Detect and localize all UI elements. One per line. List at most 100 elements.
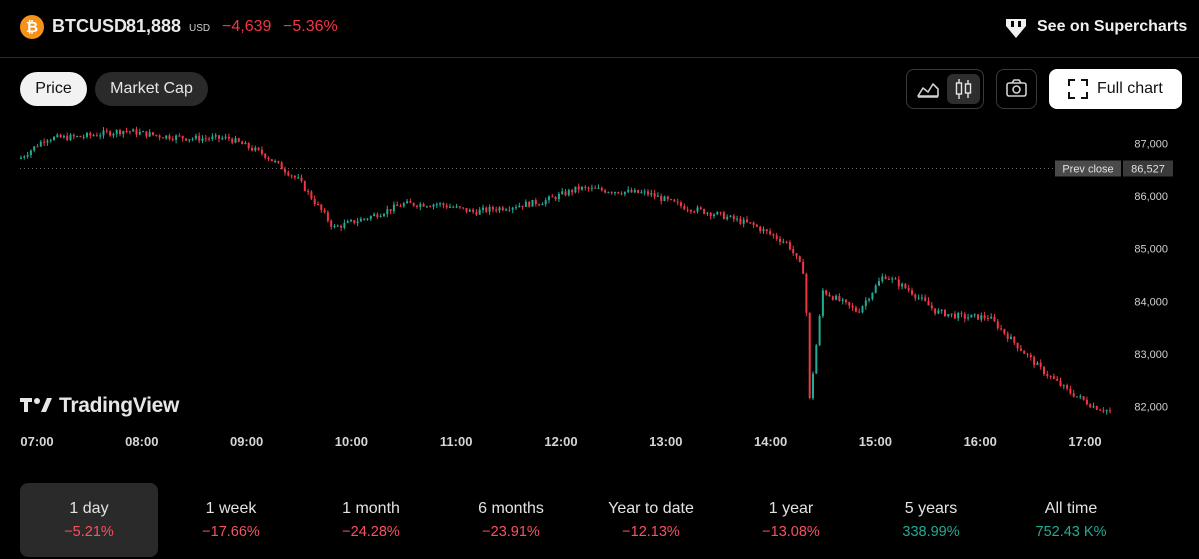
tab-market-cap[interactable]: Market Cap	[95, 72, 208, 106]
candle-body	[475, 211, 478, 215]
candle-body	[874, 285, 877, 293]
candle-body	[234, 138, 237, 143]
candle-body	[482, 207, 484, 210]
candle-body	[993, 316, 996, 322]
candle-body	[663, 196, 666, 201]
candle-body	[152, 132, 154, 135]
candle-body	[934, 308, 937, 314]
candle-body	[231, 138, 234, 143]
candle-body	[204, 138, 207, 140]
candle-body	[402, 203, 405, 207]
candle-body	[924, 297, 927, 301]
candle-body	[244, 142, 247, 145]
candle-body	[495, 209, 498, 211]
candle-body	[775, 235, 778, 239]
candle-body	[1066, 385, 1069, 389]
candle-body	[785, 241, 788, 243]
candle-body	[538, 204, 541, 206]
candle-body	[439, 203, 442, 205]
candle-body	[709, 212, 712, 217]
candle-body	[1069, 388, 1072, 394]
period-6-months[interactable]: 6 months −23.91%	[442, 483, 580, 557]
y-tick-label: 84,000	[1134, 296, 1168, 308]
area-style-button[interactable]	[911, 74, 945, 104]
candle-body	[171, 139, 174, 141]
candle-body	[188, 139, 191, 141]
period-year-to-date[interactable]: Year to date −12.13%	[582, 483, 720, 557]
candle-body	[564, 191, 567, 196]
candle-body	[851, 305, 854, 308]
candle-body	[333, 225, 336, 227]
candle-body	[218, 135, 220, 139]
candle-body	[798, 256, 801, 262]
candle-body	[590, 187, 593, 189]
period-1-day[interactable]: 1 day −5.21%	[20, 483, 158, 557]
candle-body	[491, 206, 494, 210]
candle-body	[191, 138, 194, 140]
tab-price[interactable]: Price	[20, 72, 87, 106]
x-tick-label: 10:00	[335, 434, 368, 449]
candle-body	[43, 141, 46, 143]
candle-body	[1102, 410, 1105, 412]
period-1-week[interactable]: 1 week −17.66%	[162, 483, 300, 557]
candles-series	[20, 126, 1111, 415]
candle-body	[208, 138, 211, 140]
candle-body	[1099, 409, 1102, 411]
candle-body	[703, 209, 706, 214]
candle-body	[551, 196, 554, 198]
candle-body	[614, 192, 616, 194]
period-all-time[interactable]: All time 752.43 K%	[1002, 483, 1140, 557]
snapshot-button[interactable]	[996, 69, 1037, 109]
candle-body	[135, 129, 138, 135]
tradingview-bull-icon[interactable]	[1003, 14, 1029, 40]
candles-icon	[955, 79, 972, 99]
price-chart[interactable]: 82,000 83,000 84,000 85,000 86,000 87,000 Prev…	[0, 120, 1199, 460]
see-on-supercharts-link[interactable]: See on Supercharts	[1037, 18, 1188, 35]
period-1-year[interactable]: 1 year −13.08%	[722, 483, 860, 557]
candle-body	[498, 207, 501, 211]
candle-body	[610, 192, 613, 194]
period-5-years[interactable]: 5 years 338.99%	[862, 483, 1000, 557]
candle-body	[881, 276, 884, 282]
x-tick-label: 09:00	[230, 434, 263, 449]
candle-body	[706, 212, 709, 214]
full-chart-button[interactable]: Full chart	[1049, 69, 1182, 109]
candle-body	[894, 278, 897, 280]
candle-body	[871, 292, 874, 300]
candle-body	[719, 212, 722, 214]
candle-body	[280, 162, 283, 170]
candle-body	[970, 314, 973, 318]
candle-body	[722, 212, 725, 220]
candle-body	[185, 138, 187, 141]
x-tick-label: 11:00	[440, 434, 473, 449]
candle-body	[56, 134, 59, 137]
period-1-month[interactable]: 1 month −24.28%	[302, 483, 440, 557]
candle-body	[878, 281, 880, 286]
candle-body	[567, 190, 570, 196]
candle-body	[501, 207, 504, 211]
candle-body	[237, 138, 240, 142]
candle-body	[960, 313, 963, 315]
candle-body	[736, 218, 739, 220]
candle-body	[142, 131, 145, 133]
candle-body	[99, 135, 102, 137]
candles-style-button[interactable]	[947, 74, 980, 104]
candle-body	[251, 147, 253, 151]
candle-body	[79, 136, 82, 138]
candle-body	[267, 157, 270, 160]
candle-body	[346, 221, 349, 223]
candle-body	[201, 138, 204, 141]
candle-body	[20, 157, 22, 159]
fullscreen-icon	[1068, 79, 1088, 99]
candle-body	[673, 199, 676, 202]
candle-body	[178, 135, 181, 137]
candle-body	[699, 207, 702, 210]
candle-body	[630, 189, 633, 193]
candle-body	[759, 226, 762, 232]
candle-body	[752, 222, 755, 225]
camera-icon	[1006, 79, 1027, 97]
symbol-name[interactable]: BTCUSD	[52, 16, 127, 36]
candle-body	[1010, 336, 1012, 340]
candle-body	[617, 192, 620, 194]
candle-body	[986, 317, 989, 319]
